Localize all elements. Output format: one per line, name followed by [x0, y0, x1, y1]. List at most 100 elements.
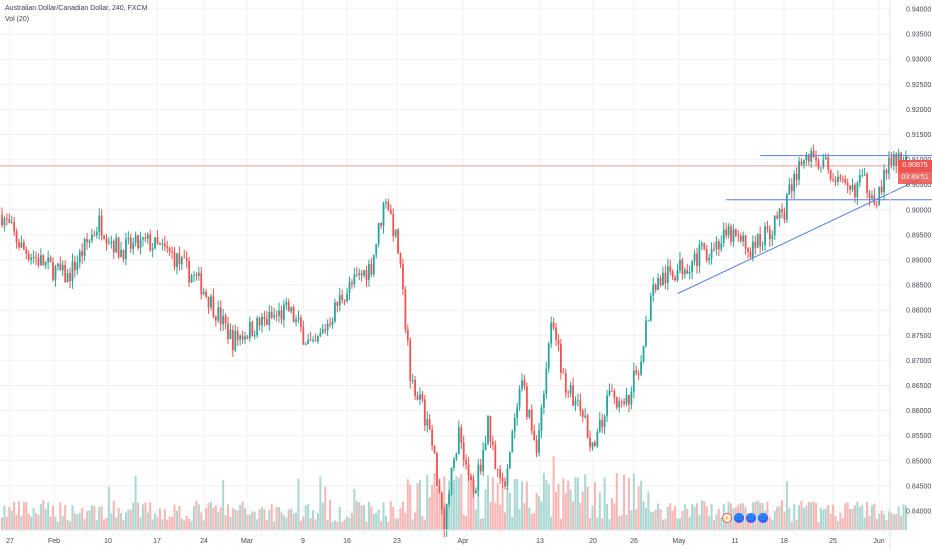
- symbol-title[interactable]: Australian Dollar/Canadian Dollar, 240, …: [5, 5, 148, 12]
- volume-bar: [708, 515, 711, 530]
- candle-body: [754, 241, 757, 248]
- candle-body: [44, 262, 47, 266]
- candle-body: [112, 241, 115, 253]
- event-flash-icon[interactable]: ⚡: [722, 513, 732, 523]
- volume-bar: [644, 508, 647, 530]
- volume-bar: [392, 507, 395, 530]
- candle-body: [555, 327, 557, 340]
- volume-bar: [487, 475, 489, 530]
- candle-body: [159, 243, 161, 245]
- volume-bar: [132, 502, 135, 530]
- volume-bar: [530, 514, 533, 530]
- candle-body: [538, 430, 540, 453]
- volume-bar: [545, 480, 548, 530]
- time-tick-label: 11: [731, 538, 738, 545]
- candle-body: [241, 335, 244, 340]
- volume-indicator-label[interactable]: Vol (20): [5, 16, 30, 23]
- candle-body: [737, 235, 740, 237]
- volume-bar: [129, 509, 132, 530]
- candle-body: [139, 239, 142, 248]
- volume-bar: [574, 477, 577, 530]
- candle-body: [530, 409, 533, 431]
- volume-bar: [13, 501, 16, 530]
- volume-bar: [788, 507, 791, 530]
- candle-body: [285, 302, 288, 305]
- candle-body: [455, 453, 458, 460]
- candle-body: [625, 394, 628, 404]
- candle-body: [385, 201, 387, 203]
- volume-bar: [307, 503, 310, 530]
- volume-bar: [226, 504, 229, 530]
- candle-body: [173, 252, 176, 267]
- volume-bar: [824, 508, 827, 530]
- volume-bar: [664, 518, 667, 530]
- volume-bar: [443, 476, 446, 530]
- volume-bar: [219, 507, 222, 530]
- volume-bar: [732, 508, 735, 530]
- candle-body: [358, 273, 361, 276]
- volume-bar: [866, 501, 869, 530]
- time-axis[interactable]: 27 Feb 10 17 24 Mar 9 16 23 Apr 13 20 26 May 11 18 25 Jun: [0, 529, 890, 545]
- price-axis[interactable]: 0.94000 0.93500 0.93000 0.92500 0.92000 0.915…: [889, 0, 931, 550]
- candle-body: [798, 161, 800, 180]
- candle-body: [83, 239, 86, 257]
- economic-events[interactable]: ⚡ 🌐 🌐 🌐: [722, 513, 768, 523]
- globe-event-icon[interactable]: 🌐: [758, 513, 768, 523]
- volume-bar: [455, 475, 458, 530]
- volume-bar: [110, 513, 113, 530]
- volume-bar: [815, 503, 818, 530]
- volume-bar: [418, 479, 421, 530]
- volume-bar: [608, 519, 611, 530]
- candle-body: [647, 320, 650, 322]
- candle-body: [292, 307, 295, 323]
- volume-bar: [542, 472, 545, 530]
- candle-body: [533, 430, 536, 440]
- candle-body: [708, 258, 711, 261]
- volume-bar: [331, 521, 334, 530]
- candle-body: [190, 275, 193, 283]
- volume-bar: [411, 519, 414, 530]
- candle-body: [312, 340, 314, 341]
- candle-body: [657, 277, 659, 290]
- volume-bar: [868, 516, 871, 530]
- volume-bar: [3, 505, 6, 530]
- volume-bar: [146, 512, 149, 530]
- globe-event-icon[interactable]: 🌐: [746, 513, 756, 523]
- chart-grid: [0, 0, 890, 530]
- candle-body: [722, 229, 725, 244]
- volume-bar: [124, 512, 127, 530]
- candle-body: [759, 234, 762, 246]
- volume-bar: [783, 511, 786, 530]
- volume-bar: [491, 477, 494, 530]
- candle-body: [581, 410, 584, 417]
- price-tick-label: 0.89000: [906, 258, 931, 265]
- volume-bar: [372, 513, 375, 530]
- volume-bar: [309, 518, 312, 530]
- candle-body: [453, 459, 455, 468]
- candle-body: [878, 186, 881, 205]
- candle-body: [212, 296, 215, 317]
- volume-bar: [282, 515, 285, 530]
- volume-bar: [180, 518, 183, 530]
- volume-bar: [562, 478, 565, 530]
- candle-body: [768, 229, 771, 239]
- time-tick-label: 9: [301, 538, 305, 545]
- volume-bar: [30, 516, 33, 530]
- volume-bar: [15, 514, 18, 530]
- globe-event-icon[interactable]: 🌐: [734, 513, 744, 523]
- volume-bar: [596, 517, 599, 530]
- volume-bar: [377, 509, 380, 530]
- time-tick-label: Apr: [458, 538, 470, 545]
- candle-body: [725, 229, 728, 236]
- drawings[interactable]: [677, 155, 932, 295]
- volume-bar: [154, 513, 157, 530]
- candle-body: [547, 343, 550, 369]
- candle-body: [178, 253, 181, 265]
- volume-bar: [173, 504, 176, 530]
- volume-bar: [591, 505, 594, 530]
- volume-bar: [207, 502, 210, 530]
- candle-body: [183, 257, 186, 259]
- candle-body: [834, 180, 837, 182]
- volume-bar: [683, 504, 686, 530]
